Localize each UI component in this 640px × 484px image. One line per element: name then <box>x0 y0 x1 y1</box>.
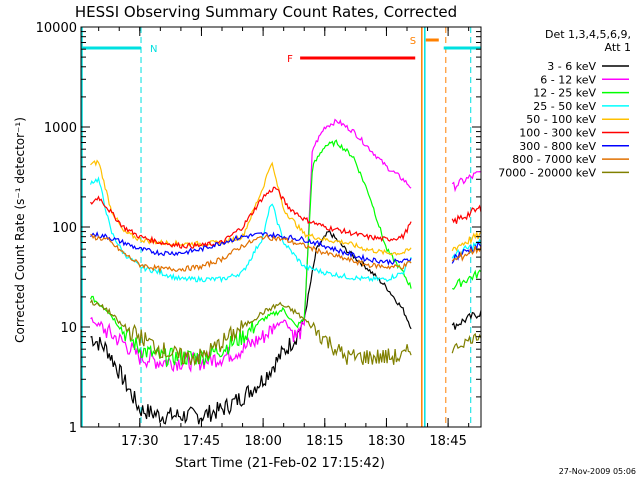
series-line-post <box>451 269 482 290</box>
y-tick-label: 10000 <box>36 21 77 36</box>
x-axis-label: Start Time (21-Feb-02 17:15:42) <box>175 456 385 471</box>
timestamp: 27-Nov-2009 05:06 <box>559 467 636 476</box>
x-tick-label: 17:30 <box>121 434 158 449</box>
x-tick-label: 18:30 <box>368 434 405 449</box>
x-tick-label: 18:00 <box>244 434 281 449</box>
y-tick-label: 1000 <box>44 121 77 136</box>
x-tick-label: 17:45 <box>183 434 220 449</box>
series-line-post <box>451 332 482 354</box>
flare-marker-label: F <box>287 54 293 65</box>
legend-entry-label: 12 - 25 keV <box>533 87 596 100</box>
series-line <box>90 231 412 266</box>
series-line-post <box>451 245 482 262</box>
saa-marker-label: S <box>410 36 416 47</box>
legend-title-line-2: Att 1 <box>605 41 631 54</box>
series-layer <box>89 118 482 425</box>
legend-entry-label: 7000 - 20000 keV <box>498 166 596 179</box>
series-line <box>90 159 412 256</box>
series-line <box>90 233 412 274</box>
series-line <box>89 298 412 367</box>
legend-entry-label: 50 - 100 keV <box>526 113 596 126</box>
axes: 1 10 100 1000 10000 17:30 17:45 18:00 18:15 18:30… <box>36 21 481 449</box>
observation-markers: N F S <box>81 27 481 427</box>
series-line-post <box>451 240 482 264</box>
y-tick-label: 1 <box>69 421 77 436</box>
chart-title: HESSI Observing Summary Count Rates, Cor… <box>75 3 457 21</box>
legend-entry-label: 300 - 800 keV <box>519 140 596 153</box>
legend-title-line-1: Det 1,3,4,5,6,9, <box>545 28 631 41</box>
y-tick-label: 10 <box>60 321 77 336</box>
night-marker-label: N <box>150 44 157 55</box>
series-line-post <box>451 310 482 330</box>
legend-entry-label: 800 - 7000 keV <box>512 153 596 166</box>
series-line <box>90 186 412 249</box>
legend-entry-label: 6 - 12 keV <box>540 73 596 86</box>
legend-entry-label: 100 - 300 keV <box>519 127 596 140</box>
y-axis-label: Corrected Count Rate (s⁻¹ detector⁻¹) <box>13 117 27 343</box>
x-tick-label: 18:15 <box>306 434 343 449</box>
series-line-post <box>451 238 482 260</box>
legend-entry-label: 25 - 50 keV <box>533 100 596 113</box>
legend-entry-label: 3 - 6 keV <box>547 60 596 73</box>
series-line <box>89 139 412 368</box>
series-line <box>90 229 412 425</box>
x-tick-label: 18:45 <box>429 434 466 449</box>
series-line-post <box>451 231 482 252</box>
y-tick-label: 100 <box>52 221 77 236</box>
series-line-post <box>451 204 482 224</box>
series-line <box>89 176 412 284</box>
series-line <box>90 118 412 373</box>
series-line-post <box>451 170 482 193</box>
